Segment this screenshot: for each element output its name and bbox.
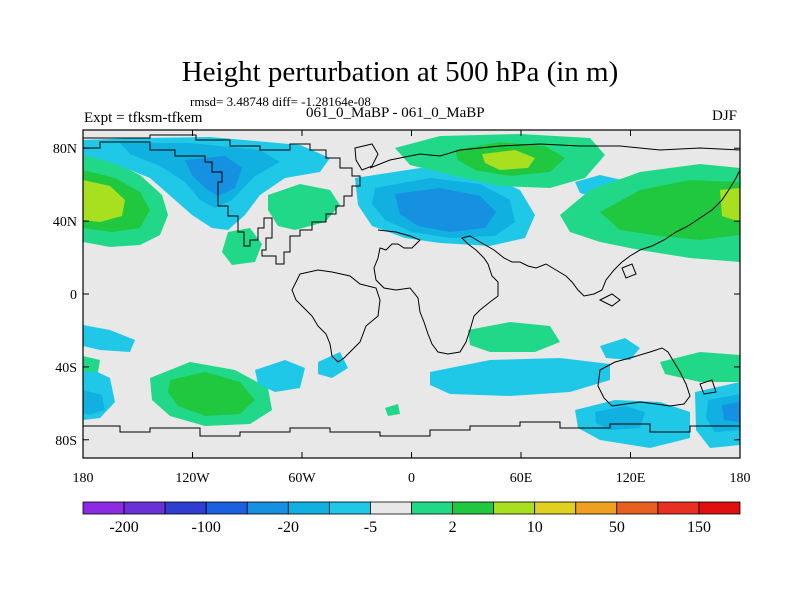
colorbar-label: 150	[687, 519, 711, 536]
colorbar-swatch	[698, 501, 741, 515]
colorbar-label: -20	[278, 519, 299, 536]
colorbar-swatch	[452, 501, 495, 515]
coastline-islands	[598, 263, 717, 395]
contour-region	[660, 352, 740, 382]
contour-region	[83, 180, 125, 222]
contour-region	[430, 358, 610, 396]
rmsd-diff-stats: rmsd= 3.48748 diff= -1.28164e-08	[190, 94, 371, 109]
colorbar-swatch	[123, 501, 166, 515]
x-tick-label: 120W	[175, 471, 210, 486]
colorbar-swatch	[493, 501, 536, 515]
contour-region	[720, 188, 740, 222]
contour-fill-layer	[83, 134, 740, 448]
contour-region	[83, 390, 105, 415]
x-tick-label: 120E	[616, 471, 646, 486]
contour-region	[318, 352, 348, 378]
colorbar-swatch	[657, 501, 700, 515]
x-tick-label: 0	[408, 471, 415, 486]
colorbar-label: 50	[609, 519, 625, 536]
y-tick-label: 0	[70, 288, 77, 303]
contour-region	[185, 156, 242, 196]
coastline-eurasia-africa	[369, 143, 740, 355]
contour-region	[600, 180, 740, 240]
x-tick-label: 60W	[288, 471, 316, 486]
x-axis: 180 120W 60W 0 60E 120E 180	[73, 130, 751, 486]
colorbar-swatch	[328, 501, 371, 515]
contour-region	[83, 325, 135, 352]
coastline-greenland	[354, 143, 379, 171]
run-comparison-label: 061_0_MaBP - 061_0_MaBP	[306, 105, 485, 121]
y-axis: 80N 40N 0 40S 80S	[53, 142, 740, 449]
colorbar-swatch	[287, 501, 330, 515]
colorbar-swatch	[82, 501, 125, 515]
contour-region	[482, 150, 535, 170]
colorbar-swatch	[246, 501, 289, 515]
y-tick-label: 80S	[55, 434, 77, 449]
colorbar-label: 2	[449, 519, 457, 536]
y-tick-label: 40N	[53, 215, 77, 230]
colorbar-swatch	[616, 501, 659, 515]
coastline-north-america	[83, 134, 361, 265]
contour-region	[600, 338, 640, 360]
colorbar-label: -100	[192, 519, 221, 536]
contour-region	[168, 372, 255, 416]
contour-region	[385, 404, 400, 416]
coastline-south-america	[291, 269, 381, 363]
colorbar: -200 -100 -20 -5 2 10 50 150	[82, 501, 741, 536]
colorbar-swatch	[164, 501, 207, 515]
x-tick-label: 60E	[510, 471, 533, 486]
y-tick-label: 40S	[55, 361, 77, 376]
contour-region	[83, 356, 100, 372]
coastlines	[83, 134, 740, 437]
colorbar-swatch	[575, 501, 618, 515]
colorbar-label: 10	[527, 519, 543, 536]
experiment-label: Expt = tfksm-tfkem	[84, 110, 203, 126]
contour-region	[468, 322, 560, 352]
coastline-australia	[597, 347, 691, 407]
season-label: DJF	[712, 108, 738, 124]
contour-region	[395, 188, 496, 232]
colorbar-label: -200	[109, 519, 138, 536]
colorbar-label: -5	[364, 519, 377, 536]
colorbar-swatch	[370, 501, 412, 515]
x-tick-label: 180	[73, 471, 94, 486]
contour-region	[722, 402, 740, 422]
colorbar-swatch	[534, 501, 577, 515]
chart-title: Height perturbation at 500 hPa (in m)	[181, 56, 619, 88]
y-tick-label: 80N	[53, 142, 77, 157]
contour-region	[222, 228, 262, 265]
colorbar-swatch	[205, 501, 248, 515]
x-tick-label: 180	[730, 471, 751, 486]
coastline-antarctica	[83, 421, 740, 437]
contour-region	[255, 360, 305, 392]
colorbar-swatch	[411, 501, 453, 515]
contour-region	[268, 184, 340, 230]
